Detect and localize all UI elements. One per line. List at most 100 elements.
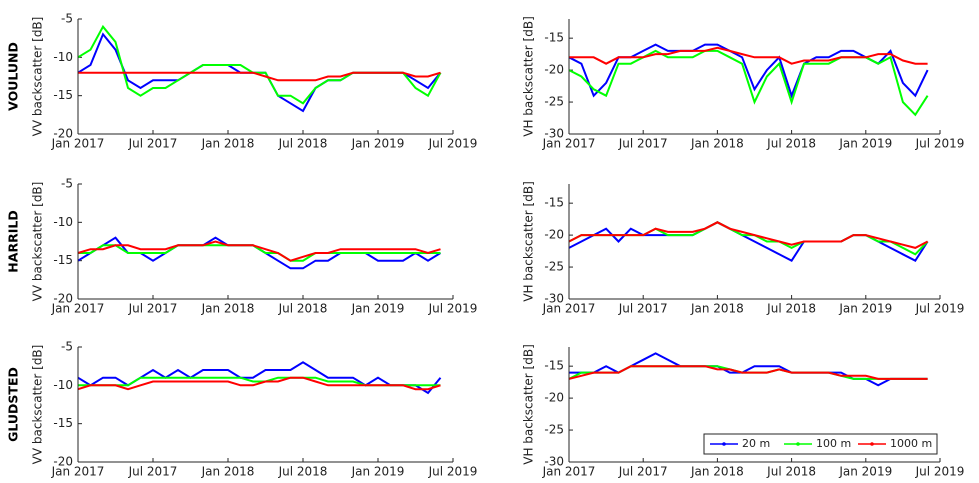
y-axis-label: VH backscatter [dB] xyxy=(522,344,536,465)
y-axis-label: VV backscatter [dB] xyxy=(31,182,45,302)
x-tick-label: Jul 2018 xyxy=(766,465,816,479)
x-tick-label: Jan 2019 xyxy=(351,302,405,316)
x-tick-label: Jan 2019 xyxy=(351,137,405,151)
series-line xyxy=(78,244,441,262)
x-tick-label: Jul 2019 xyxy=(915,137,965,151)
x-tick-label: Jul 2017 xyxy=(128,137,178,151)
y-axis-label: VV backscatter [dB] xyxy=(31,17,45,137)
y-axis-label: VH backscatter [dB] xyxy=(522,16,536,137)
x-tick-label: Jan 2018 xyxy=(201,302,255,316)
x-tick-label: Jan 2018 xyxy=(690,137,744,151)
y-tick-label: -20 xyxy=(53,127,73,141)
legend-label: 1000 m xyxy=(890,437,932,450)
x-tick-label: Jul 2017 xyxy=(618,465,668,479)
series-line xyxy=(77,240,441,262)
y-tick-label: -30 xyxy=(544,455,564,469)
x-tick-label: Jan 2017 xyxy=(542,465,596,479)
x-tick-label: Jan 2018 xyxy=(690,465,744,479)
series-line xyxy=(78,71,441,82)
x-tick-label: Jul 2017 xyxy=(128,465,178,479)
x-tick-label: Jan 2019 xyxy=(838,302,892,316)
x-tick-label: Jul 2018 xyxy=(766,302,816,316)
y-tick-label: -30 xyxy=(544,127,564,141)
series-line xyxy=(568,365,928,380)
series-line xyxy=(569,46,928,65)
row-label: HARRILD xyxy=(6,210,21,272)
y-tick-label: -15 xyxy=(53,416,73,430)
axes-box xyxy=(568,19,940,135)
x-tick-label: Jan 2017 xyxy=(542,302,596,316)
x-tick-label: Jul 2018 xyxy=(766,137,816,151)
y-tick-label: -5 xyxy=(61,340,73,354)
plot-area xyxy=(569,19,940,134)
series-line xyxy=(568,49,929,117)
x-tick-label: Jan 2019 xyxy=(838,465,892,479)
legend-label: 20 m xyxy=(742,437,770,450)
x-tick-label: Jul 2019 xyxy=(915,302,965,316)
y-tick-label: -25 xyxy=(544,95,564,109)
x-tick-label: Jan 2018 xyxy=(201,137,255,151)
x-tick-label: Jul 2018 xyxy=(278,465,328,479)
y-axis-label: VV backscatter [dB] xyxy=(31,345,45,465)
axes-box xyxy=(568,347,940,463)
x-tick-label: Jan 2019 xyxy=(838,137,892,151)
x-tick-label: Jan 2017 xyxy=(51,302,105,316)
y-axis-label: VH backscatter [dB] xyxy=(522,181,536,302)
y-tick-label: -5 xyxy=(61,12,73,26)
plot-area xyxy=(78,347,453,462)
y-tick-label: -5 xyxy=(61,177,73,191)
x-tick-label: Jan 2018 xyxy=(201,465,255,479)
axes-box xyxy=(77,184,453,300)
x-tick-label: Jan 2017 xyxy=(51,137,105,151)
y-tick-label: -15 xyxy=(544,196,564,210)
y-tick-label: -10 xyxy=(53,50,73,64)
series-line xyxy=(568,221,929,249)
x-tick-label: Jul 2018 xyxy=(278,137,328,151)
legend-marker xyxy=(796,442,800,446)
y-tick-label: -15 xyxy=(544,31,564,45)
plot-area xyxy=(78,184,453,299)
y-tick-label: -10 xyxy=(53,215,73,229)
x-tick-label: Jan 2018 xyxy=(690,302,744,316)
x-tick-label: Jan 2017 xyxy=(542,137,596,151)
y-tick-label: -15 xyxy=(53,88,73,102)
y-tick-label: -25 xyxy=(544,423,564,437)
legend-box xyxy=(703,433,938,455)
row-label: VOULUND xyxy=(6,42,21,111)
axes-box xyxy=(77,347,453,463)
y-tick-label: -25 xyxy=(544,260,564,274)
x-tick-label: Jul 2017 xyxy=(618,302,668,316)
x-tick-label: Jul 2019 xyxy=(428,302,478,316)
y-tick-label: -30 xyxy=(544,292,564,306)
y-tick-label: -10 xyxy=(53,378,73,392)
y-tick-label: -20 xyxy=(544,63,564,77)
axes-box xyxy=(568,184,940,300)
row-label: GLUDSTED xyxy=(6,367,21,442)
y-tick-label: -20 xyxy=(544,391,564,405)
axes-box xyxy=(77,19,453,135)
series-line xyxy=(77,376,441,391)
legend-label: 100 m xyxy=(816,437,851,450)
x-tick-label: Jan 2019 xyxy=(351,465,405,479)
x-tick-label: Jul 2017 xyxy=(128,302,178,316)
legend-marker xyxy=(870,442,874,446)
y-tick-label: -15 xyxy=(544,359,564,373)
x-tick-label: Jul 2018 xyxy=(278,302,328,316)
x-tick-label: Jul 2019 xyxy=(428,137,478,151)
legend-marker xyxy=(722,442,726,446)
x-tick-label: Jul 2017 xyxy=(618,137,668,151)
legend: 20 m 100 m 1000 m xyxy=(703,433,938,455)
y-tick-label: -15 xyxy=(53,253,73,267)
x-tick-label: Jan 2017 xyxy=(51,465,105,479)
x-tick-label: Jul 2019 xyxy=(915,465,965,479)
y-tick-label: -20 xyxy=(53,455,73,469)
y-tick-label: -20 xyxy=(544,228,564,242)
x-tick-label: Jul 2019 xyxy=(428,465,478,479)
